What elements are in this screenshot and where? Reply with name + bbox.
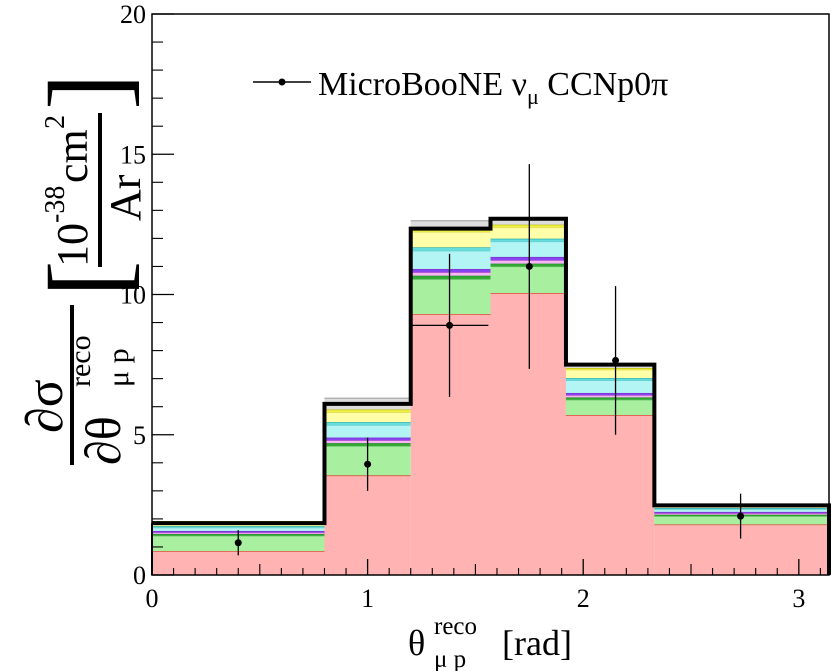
data-point-5 xyxy=(737,512,745,520)
stack-bar-bin2-comp7 xyxy=(410,231,491,248)
data-point-2 xyxy=(446,321,454,329)
y-axis-title-denominator-sub: μ p xyxy=(102,348,135,387)
legend-marker-point xyxy=(278,78,286,86)
y-axis-unit-bracket-right: ] xyxy=(26,73,148,110)
stack-bar-bin4-comp1 xyxy=(565,399,655,416)
x-axis-title-unit: [rad] xyxy=(502,623,572,663)
y-tick-label-0: 0 xyxy=(133,561,146,590)
y-axis-unit-power: 10 xyxy=(48,223,97,267)
stack-bar-bin0-comp6 xyxy=(152,526,325,528)
stack-bar-bin3-comp3 xyxy=(490,260,566,264)
stack-bar-bin3-comp6 xyxy=(490,238,566,242)
stack-bar-bin1-comp7 xyxy=(324,412,411,423)
data-point-1 xyxy=(364,460,372,468)
stack-bar-bin1-comp6 xyxy=(324,422,411,425)
data-point-0 xyxy=(234,539,242,547)
y-axis-unit-cm-exp: 2 xyxy=(40,115,71,129)
y-tick-label-1: 5 xyxy=(133,421,146,450)
stack-bar-bin4-comp4 xyxy=(565,392,655,396)
stack-bar-bin4-comp7 xyxy=(565,369,655,379)
stack-bar-bin5-comp1 xyxy=(654,516,829,525)
stack-bar-bin5-comp0 xyxy=(654,524,829,575)
x-axis-title-sup: reco xyxy=(434,613,477,640)
stack-bar-bin1-comp8 xyxy=(324,409,411,413)
y-axis-title-denominator: ∂θ xyxy=(75,416,131,465)
y-axis-unit-den: Ar xyxy=(101,174,150,221)
stack-bar-bin4-comp5 xyxy=(565,380,655,393)
y-axis-unit-bracket-left: [ xyxy=(26,260,148,297)
stack-bar-bin4-comp2 xyxy=(565,397,655,400)
legend-label: MicroBooNE νμ CCNp0π xyxy=(318,66,668,109)
total-histogram-line xyxy=(152,216,831,575)
x-tick-label-2: 2 xyxy=(577,584,590,613)
data-points xyxy=(234,164,745,556)
legend: MicroBooNE νμ CCNp0π xyxy=(253,66,668,109)
stack-bar-bin3-comp9 xyxy=(490,217,566,225)
stack-bar-bin5-comp5 xyxy=(654,509,829,512)
x-tick-label-0: 0 xyxy=(146,584,159,613)
stack-bar-bin3-comp7 xyxy=(490,227,566,239)
stack-bar-bin3-comp5 xyxy=(490,241,566,257)
x-tick-label-3: 3 xyxy=(792,584,805,613)
stack-bar-bin4-comp8 xyxy=(565,367,655,370)
stack-bar-bin2-comp0 xyxy=(410,314,491,575)
data-point-4 xyxy=(612,356,620,364)
x-tick-label-1: 1 xyxy=(361,584,374,613)
stack-bar-bin4-comp3 xyxy=(565,395,655,398)
stack-bar-bin0-comp5 xyxy=(152,527,325,531)
stack-bar-bin5-comp4 xyxy=(654,511,829,514)
stack-bar-bin3-comp1 xyxy=(490,266,566,294)
stack-bar-bin2-comp6 xyxy=(410,247,491,251)
stack-bar-bin1-comp0 xyxy=(324,475,411,575)
legend-label-tail: CCNp0π xyxy=(539,66,669,103)
stack-bar-bin3-comp0 xyxy=(490,293,566,575)
y-tick-label-3: 15 xyxy=(120,140,146,169)
stack-bar-bin2-comp2 xyxy=(410,275,491,280)
stack-bar-bin1-comp5 xyxy=(324,424,411,438)
legend-label-main: MicroBooNE ν xyxy=(318,66,527,103)
stack-bar-bin2-comp1 xyxy=(410,279,491,315)
stack-bar-bin4-comp0 xyxy=(565,415,655,575)
y-axis-title: ∂σ ∂θ reco μ p [ 10 -38 cm 2 Ar ] xyxy=(17,73,150,465)
y-tick-label-4: 20 xyxy=(120,0,146,29)
data-point-3 xyxy=(525,262,533,270)
legend-label-sub: μ xyxy=(527,84,539,109)
x-axis-title-base: θ xyxy=(408,623,425,663)
stack-bar-bin2-comp4 xyxy=(410,268,491,273)
y-tick-label-2: 10 xyxy=(120,281,146,310)
stack-bar-bin2-comp9 xyxy=(410,220,491,230)
y-axis-title-denominator-sup: reco xyxy=(64,335,97,387)
stack-bar-bin3-comp4 xyxy=(490,256,566,261)
axes: 0 1 2 3 0 5 10 15 20 xyxy=(120,0,821,613)
y-axis-unit-cm: cm xyxy=(48,129,97,183)
y-axis-unit-exp: -38 xyxy=(40,186,71,223)
x-axis-title-sub: μ p xyxy=(434,646,466,671)
y-axis-title-numerator: ∂σ xyxy=(17,379,74,433)
stack-bar-bin3-comp8 xyxy=(490,224,566,228)
stack-bar-bin2-comp3 xyxy=(410,272,491,276)
x-axis-title: θ reco μ p [rad] xyxy=(408,613,572,671)
stack-bar-bin4-comp6 xyxy=(565,378,655,381)
stack-bar-bin2-comp5 xyxy=(410,250,491,269)
